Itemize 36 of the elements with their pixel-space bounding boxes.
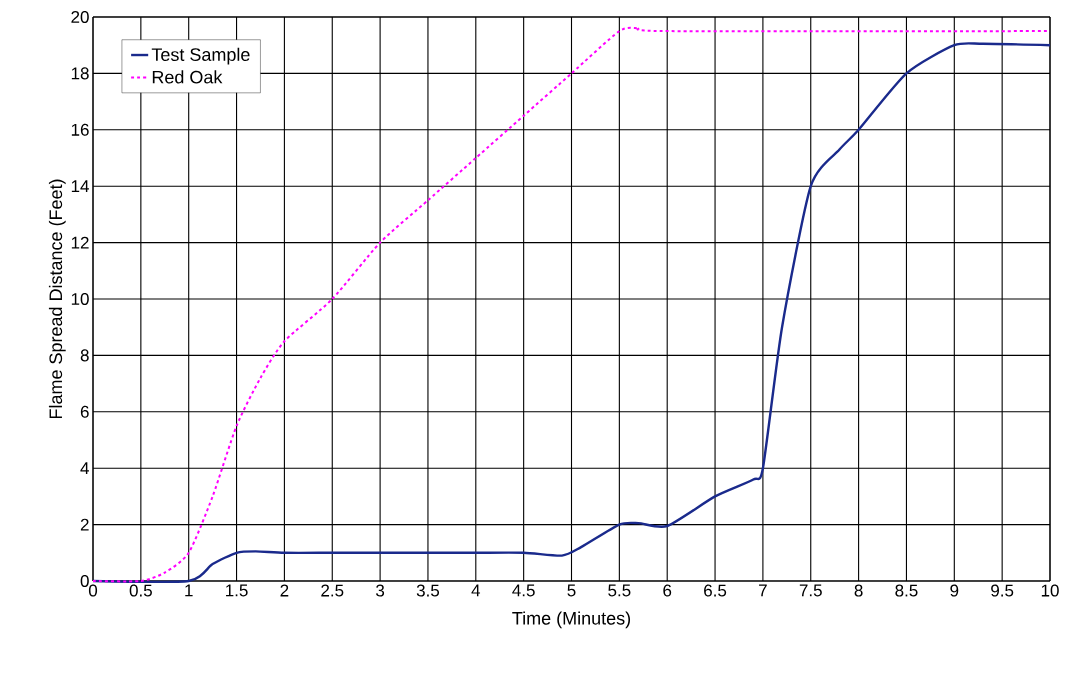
x-tick-label: 4.5 [512, 584, 535, 597]
legend-label: Test Sample [151, 47, 250, 65]
x-tick-label: 0.5 [129, 584, 152, 597]
x-tick-label: 7.5 [799, 584, 822, 597]
x-tick-label: 2 [280, 584, 289, 597]
y-tick-label: 2 [80, 518, 89, 531]
x-tick-label: 1.5 [226, 584, 248, 597]
y-tick-label: 20 [71, 10, 89, 24]
x-tick-label: 10 [1041, 584, 1059, 597]
y-tick-label: 12 [71, 236, 89, 249]
y-axis-title: Flame Spread Distance (Feet) [48, 179, 66, 419]
x-tick-label: 3 [376, 584, 385, 597]
y-tick-label: 14 [71, 180, 89, 193]
y-tick-label: 10 [71, 292, 89, 306]
y-tick-label: 0 [80, 574, 89, 588]
x-tick-label: 9 [950, 584, 959, 597]
x-axis-title: Time (Minutes) [512, 611, 631, 629]
x-tick-label: 9.5 [991, 584, 1014, 597]
y-tick-label: 18 [71, 67, 89, 80]
x-tick-label: 6 [663, 584, 672, 597]
legend-label: Red Oak [152, 70, 223, 84]
y-tick-label: 8 [80, 349, 89, 362]
y-tick-label: 4 [80, 462, 89, 475]
y-tick-label: 16 [71, 123, 89, 136]
x-tick-label: 1 [185, 584, 193, 597]
x-tick-label: 5.5 [608, 584, 631, 597]
x-tick-label: 7 [759, 584, 767, 597]
x-tick-label: 4 [471, 584, 481, 597]
x-tick-label: 5 [567, 584, 576, 597]
x-tick-label: 8 [854, 584, 863, 597]
x-tick-label: 8.5 [895, 584, 918, 597]
x-tick-label: 3.5 [416, 584, 440, 597]
x-tick-label: 2.5 [321, 584, 344, 597]
y-tick-label: 6 [80, 405, 89, 418]
x-tick-label: 0 [88, 584, 98, 597]
x-tick-label: 6.5 [704, 584, 727, 597]
